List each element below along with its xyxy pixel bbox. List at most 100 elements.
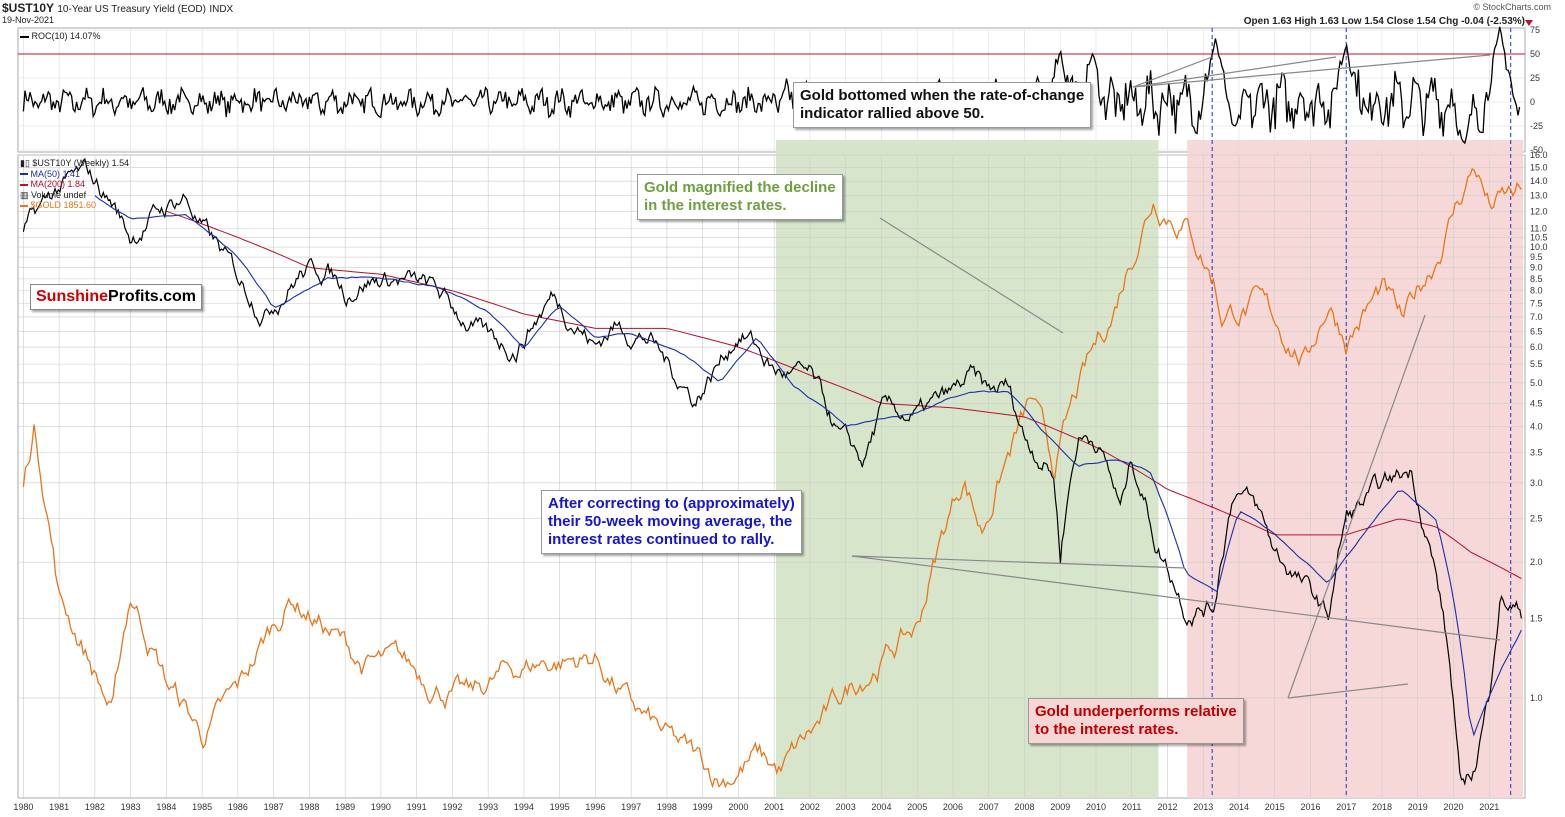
y-tick-label: 5.5 <box>1530 359 1543 369</box>
x-tick-label: 2007 <box>979 802 999 812</box>
logo-part-1: Sunshine <box>36 288 109 305</box>
chart-date: 19-Nov-2021 <box>2 15 55 25</box>
x-tick-label: 2017 <box>1336 802 1356 812</box>
y-tick-label: 3.5 <box>1530 448 1543 458</box>
x-tick-label: 2010 <box>1086 802 1106 812</box>
y-tick-label: 3.0 <box>1530 478 1543 488</box>
y-tick-label: 12.0 <box>1530 206 1548 216</box>
x-tick-label: 2006 <box>943 802 963 812</box>
x-tick-label: 2012 <box>1157 802 1177 812</box>
y-tick-label: 4.5 <box>1530 398 1543 408</box>
copyright-label: © StockCharts.com <box>1473 2 1551 12</box>
roc-tick-label: -50 <box>1530 145 1543 155</box>
x-tick-label: 1999 <box>693 802 713 812</box>
x-tick-label: 1981 <box>49 802 69 812</box>
x-tick-label: 2015 <box>1265 802 1285 812</box>
callout-pointer <box>879 217 1064 334</box>
logo-part-2: Profits.com <box>108 288 197 305</box>
legend-gold: $GOLD 1851.60 <box>20 200 129 211</box>
green-zone <box>775 140 1159 798</box>
x-tick-label: 1993 <box>478 802 498 812</box>
x-tick-label: 2001 <box>764 802 784 812</box>
x-tick-label: 1988 <box>299 802 319 812</box>
x-tick-label: 2011 <box>1122 802 1141 812</box>
x-tick-label: 2014 <box>1229 802 1249 812</box>
y-tick-label: 7.5 <box>1530 298 1543 308</box>
y-tick-label: 5.0 <box>1530 378 1543 388</box>
x-tick-label: 2009 <box>1050 802 1070 812</box>
red-zone <box>1187 140 1524 798</box>
x-tick-label: 2003 <box>836 802 856 812</box>
x-tick-label: 1991 <box>407 802 427 812</box>
x-tick-label: 1983 <box>121 802 141 812</box>
x-tick-label: 2019 <box>1408 802 1428 812</box>
y-tick-label: 6.0 <box>1530 342 1543 352</box>
roc-tick-label: 25 <box>1530 73 1540 83</box>
callout-pointer <box>1132 56 1213 88</box>
x-tick-label: 1980 <box>13 802 33 812</box>
callout-pointer <box>1287 683 1409 699</box>
candle-icon: ▮▯ <box>20 158 30 168</box>
x-tick-label: 2020 <box>1443 802 1463 812</box>
legend-price: ▮▯ $UST10Y (Weekly) 1.54 <box>20 158 130 168</box>
legend-volume: ▥ Volume undef <box>20 189 87 200</box>
sunshine-profits-logo: SunshineProfits.com <box>30 284 203 310</box>
y-tick-label: 6.5 <box>1530 326 1543 336</box>
callout-pointer <box>1287 314 1426 699</box>
yield-price-line <box>22 157 1522 787</box>
x-tick-label: 1982 <box>85 802 105 812</box>
x-tick-label: 1984 <box>156 802 176 812</box>
y-tick-label: 9.0 <box>1530 263 1543 273</box>
symbol-label: $UST10Y <box>2 1 55 15</box>
x-tick-label: 1985 <box>192 802 212 812</box>
y-tick-label: 2.5 <box>1530 514 1543 524</box>
y-tick-label: 15.0 <box>1530 163 1548 173</box>
roc-tick-label: 75 <box>1530 25 1540 35</box>
ohlc-down-icon <box>1525 20 1533 26</box>
callout-pointer <box>1132 56 1337 88</box>
x-tick-label: 2008 <box>1014 802 1034 812</box>
y-tick-label: 1.0 <box>1530 693 1543 703</box>
x-tick-label: 2018 <box>1372 802 1392 812</box>
ma200-line <box>166 210 1522 580</box>
roc-tick-label: 0 <box>1530 97 1535 107</box>
roc-line <box>22 26 1521 145</box>
roc-tick-label: 50 <box>1530 49 1540 59</box>
ma50-line <box>94 195 1522 737</box>
y-tick-label: 4.0 <box>1530 421 1543 431</box>
y-tick-label: 10.5 <box>1530 232 1548 242</box>
y-tick-label: 8.0 <box>1530 286 1543 296</box>
y-tick-label: 8.5 <box>1530 274 1543 284</box>
gold-line <box>22 167 1522 789</box>
x-tick-label: 1994 <box>514 802 534 812</box>
y-tick-label: 11.0 <box>1530 223 1547 233</box>
roc-callout: Gold bottomed when the rate-of-change in… <box>793 82 1092 128</box>
callout-pointer <box>851 555 1186 569</box>
x-tick-label: 2004 <box>871 802 891 812</box>
x-tick-label: 1990 <box>371 802 391 812</box>
red-callout: Gold underperforms relative to the inter… <box>1028 698 1244 744</box>
x-tick-label: 2005 <box>907 802 927 812</box>
x-tick-label: 1986 <box>228 802 248 812</box>
x-tick-label: 2013 <box>1193 802 1213 812</box>
x-tick-label: 2016 <box>1300 802 1320 812</box>
callout-pointer <box>1132 54 1491 88</box>
volume-icon: ▥ <box>20 189 29 200</box>
x-tick-label: 2021 <box>1479 802 1499 812</box>
roc-tick-label: -25 <box>1530 121 1543 131</box>
y-tick-label: 1.5 <box>1530 614 1543 624</box>
y-tick-label: 10.0 <box>1530 242 1548 252</box>
callout-pointer <box>851 555 1501 641</box>
y-tick-label: 9.5 <box>1530 252 1543 262</box>
x-tick-label: 1995 <box>550 802 570 812</box>
roc-panel <box>17 27 1526 153</box>
roc-legend-swatch <box>20 35 29 38</box>
blue-callout: After correcting to (approximately) thei… <box>541 490 802 554</box>
legend-ma200: MA(200) 1.84 <box>20 179 129 190</box>
exchange-label: INDX <box>209 4 234 15</box>
y-tick-label: 16.0 <box>1530 150 1548 160</box>
x-tick-label: 1996 <box>585 802 605 812</box>
x-tick-label: 2000 <box>728 802 748 812</box>
y-tick-label: 2.0 <box>1530 557 1543 567</box>
